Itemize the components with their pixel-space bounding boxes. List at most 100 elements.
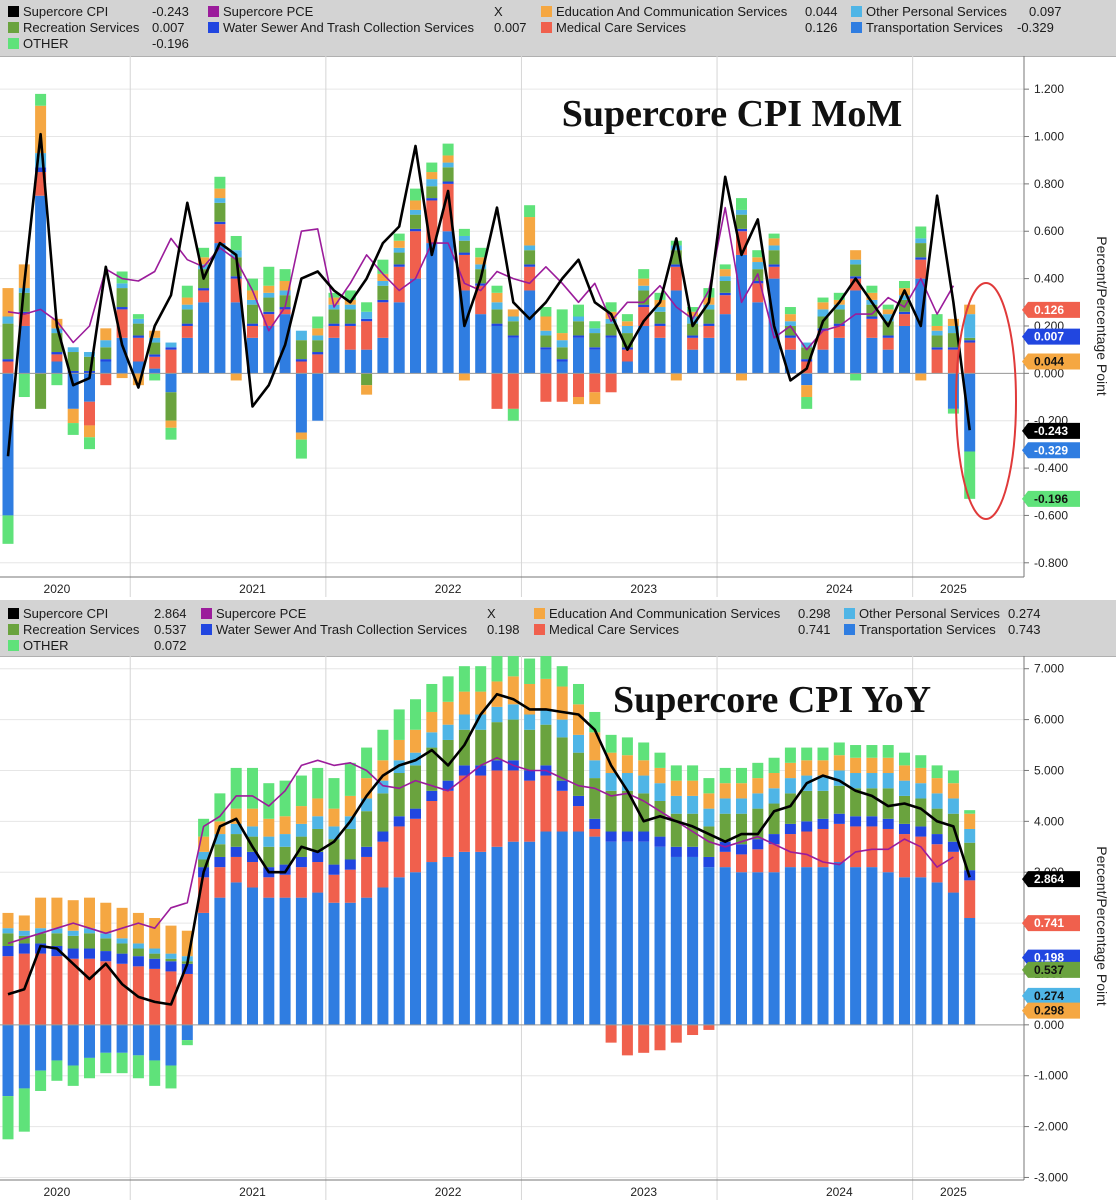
bar-segment-other-personal xyxy=(35,153,47,168)
bar-segment-transportation xyxy=(915,877,927,1025)
bar-segment-other xyxy=(18,1088,30,1132)
bar-segment-transportation xyxy=(230,302,242,374)
bar-segment-education xyxy=(752,257,764,263)
bar-segment-water-sewer xyxy=(524,264,536,267)
bar-segment-transportation xyxy=(328,337,340,374)
bar-segment-transportation xyxy=(801,867,813,1025)
bar-segment-water-sewer xyxy=(361,846,373,857)
bar-segment-other xyxy=(540,307,552,317)
bar-segment-water-sewer xyxy=(149,354,161,357)
bar-segment-medical xyxy=(670,1024,682,1043)
bar-segment-recreation xyxy=(426,186,438,199)
bar-segment-other xyxy=(475,247,487,258)
mom-legend: Supercore CPI -0.243 Supercore PCE X Educa… xyxy=(0,0,1116,57)
bar-segment-water-sewer xyxy=(605,831,617,842)
bar-segment-other xyxy=(344,762,356,796)
bar-segment-recreation xyxy=(393,773,405,817)
bar-segment-recreation xyxy=(752,808,764,840)
bar-segment-other-personal xyxy=(295,823,307,837)
bar-segment-medical xyxy=(605,1024,617,1043)
legend-swatch xyxy=(8,623,19,635)
bar-segment-education xyxy=(507,676,519,705)
bar-segment-other xyxy=(426,162,438,173)
bar-segment-recreation xyxy=(719,813,731,842)
bar-segment-medical xyxy=(328,874,340,903)
bar-segment-education xyxy=(344,795,356,817)
legend-swatch xyxy=(208,21,219,33)
bar-segment-other-personal xyxy=(947,798,959,814)
bar-segment-other xyxy=(328,292,340,298)
bar-segment-recreation xyxy=(540,335,552,348)
bar-segment-water-sewer xyxy=(964,340,976,343)
x-year-label: 2021 xyxy=(239,582,266,596)
bar-segment-medical xyxy=(752,283,764,303)
bar-segment-education xyxy=(915,767,927,784)
bar-segment-other xyxy=(116,1052,128,1074)
bar-segment-other-personal xyxy=(328,826,340,840)
bar-segment-transportation xyxy=(475,314,487,374)
bar-segment-education xyxy=(279,280,291,291)
bar-segment-water-sewer xyxy=(491,760,503,771)
bar-segment-education xyxy=(393,739,405,761)
bar-segment-medical xyxy=(426,200,438,244)
bar-segment-water-sewer xyxy=(132,335,144,338)
bar-segment-medical xyxy=(100,961,112,1025)
x-year-label: 2025 xyxy=(940,582,967,596)
bar-segment-other xyxy=(638,742,650,761)
bar-segment-other xyxy=(263,266,275,286)
bar-segment-transportation xyxy=(295,373,307,433)
bar-segment-education xyxy=(116,373,128,379)
bar-segment-other-personal xyxy=(850,773,862,789)
bar-segment-other xyxy=(67,423,79,435)
bar-segment-education xyxy=(84,425,95,438)
bar-segment-medical xyxy=(556,790,568,832)
bar-segment-recreation xyxy=(524,250,536,265)
bar-segment-recreation xyxy=(589,778,601,819)
bar-segment-other-personal xyxy=(817,775,829,791)
bar-segment-education xyxy=(442,155,454,163)
bar-segment-recreation xyxy=(377,285,389,300)
bar-segment-water-sewer xyxy=(817,328,829,331)
bar-segment-water-sewer xyxy=(295,856,307,868)
bar-segment-other-personal xyxy=(393,247,405,253)
bar-segment-other xyxy=(377,259,389,274)
bar-segment-other-personal xyxy=(784,321,796,326)
bar-segment-transportation xyxy=(491,325,503,374)
bar-segment-transportation xyxy=(964,373,976,452)
bar-segment-education xyxy=(670,373,682,381)
legend-swatch xyxy=(201,607,212,619)
bar-segment-education xyxy=(931,778,943,794)
bar-segment-education xyxy=(230,808,242,824)
bar-segment-medical xyxy=(687,1024,699,1036)
value-tag-other: -0.196 xyxy=(1022,490,1080,507)
bar-segment-medical xyxy=(181,325,193,338)
bar-segment-other xyxy=(817,297,829,303)
bar-segment-education xyxy=(752,778,764,794)
bar-segment-other-personal xyxy=(279,834,291,847)
bar-segment-medical xyxy=(344,325,356,350)
legend-swatch xyxy=(534,623,545,635)
legend-swatch xyxy=(851,5,862,17)
bar-segment-other-personal xyxy=(670,795,682,814)
bar-segment-other xyxy=(100,1052,112,1074)
y-tick-label: 0.000 xyxy=(1034,366,1064,380)
bar-segment-other xyxy=(328,778,340,809)
bar-segment-medical xyxy=(915,259,927,279)
bar-segment-other xyxy=(426,683,438,712)
bar-segment-recreation xyxy=(491,309,503,324)
bar-segment-other-personal xyxy=(410,209,421,215)
bar-segment-transportation xyxy=(247,887,258,1025)
bar-segment-medical xyxy=(51,956,63,1025)
bar-segment-medical xyxy=(752,849,764,873)
bar-segment-medical xyxy=(442,183,454,232)
bar-segment-education xyxy=(719,269,731,277)
bar-segment-transportation xyxy=(263,325,275,374)
bar-segment-education xyxy=(507,309,519,317)
bar-segment-recreation xyxy=(654,311,666,324)
bar-segment-other-personal xyxy=(475,714,487,730)
bar-segment-education xyxy=(491,292,503,303)
bar-segment-transportation xyxy=(964,918,976,1025)
bar-segment-water-sewer xyxy=(621,831,633,842)
bar-segment-transportation xyxy=(247,337,258,374)
bar-segment-medical xyxy=(784,834,796,868)
